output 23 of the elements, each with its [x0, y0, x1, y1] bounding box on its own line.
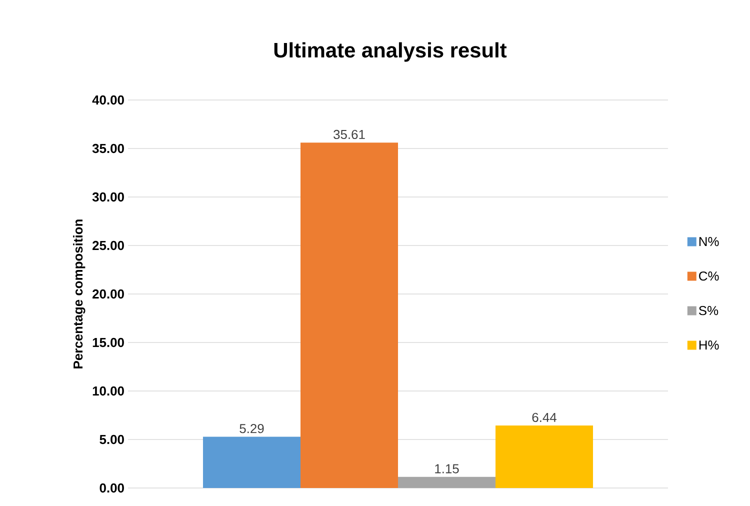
y-tick-label: 20.00 [92, 289, 124, 299]
y-tick-label: 10.00 [92, 386, 124, 396]
legend-label: S% [698, 306, 718, 316]
data-label: 6.44 [532, 412, 556, 422]
legend-label: H% [699, 340, 719, 350]
y-axis-title: Percentage composition [73, 220, 86, 368]
bar [496, 426, 594, 488]
legend-label: N% [699, 237, 719, 246]
y-tick-label: 5.00 [100, 434, 124, 444]
bar [300, 142, 398, 488]
data-label: 5.29 [240, 424, 264, 434]
y-tick-label: 35.00 [92, 144, 124, 154]
legend-label: C% [699, 271, 719, 281]
data-label: 35.61 [334, 130, 365, 140]
y-tick-label: 15.00 [92, 338, 124, 348]
y-tick-label: 40.00 [92, 95, 124, 105]
y-tick-label: 30.00 [92, 192, 124, 202]
y-tick-label: 25.00 [92, 240, 124, 250]
bar [203, 436, 301, 488]
y-tick-label: 0.00 [100, 483, 124, 493]
chart-title: Ultimate analysis result [274, 42, 507, 62]
bar [398, 476, 496, 488]
data-label: 1.15 [435, 464, 459, 474]
